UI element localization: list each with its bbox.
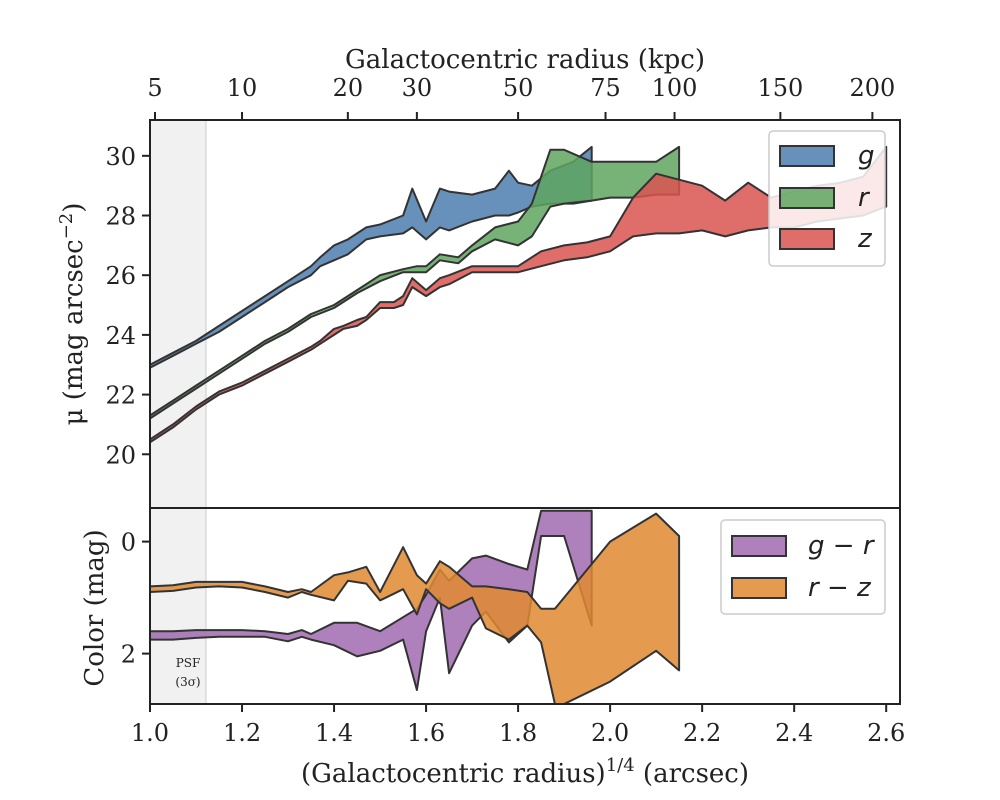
top-panel: 20 22 24 26 28 30 5 10 20 30 50 75 100 150 200 Galact…	[56, 45, 901, 509]
bottom-x-axis-label-main: (Galactocentric radius)	[301, 759, 606, 789]
series-band-g	[150, 145, 593, 369]
bottom-y-axis: 02	[121, 529, 150, 669]
y-tick-label: 24	[105, 322, 136, 350]
top-x-tick-label: 150	[757, 74, 803, 102]
top-y-axis-label: μ (mag arcsec−2)	[56, 203, 89, 426]
x-tick-label: 1.8	[499, 719, 537, 747]
bottom-x-axis-label-sup: 1/4	[606, 755, 635, 776]
legend-label-g: g	[858, 141, 875, 171]
x-tick-label: 2.2	[683, 719, 721, 747]
y-tick-label: 22	[105, 382, 136, 410]
bottom-x-axis: 1.0 1.2 1.4 1.6 1.8 2.0 2.2 2.4 2.6	[131, 704, 905, 747]
top-x-tick-label: 75	[590, 74, 621, 102]
legend-swatch-z	[779, 228, 835, 250]
series-band-z	[150, 145, 888, 444]
series-band-r	[150, 145, 681, 420]
psf-label-line1: PSF	[176, 656, 201, 670]
bottom-panel-frame	[149, 507, 901, 705]
top-x-axis: 5 10 20 30 50 75 100 150 200	[147, 74, 895, 120]
y-tick-label: 26	[105, 262, 136, 290]
legend-label-r-z: r − z	[808, 573, 872, 603]
x-tick-label: 1.4	[315, 719, 353, 747]
x-tick-label: 2.4	[775, 719, 813, 747]
top-legend: g r z	[768, 130, 886, 267]
bottom-panel: 02 1.0 1.2 1.4 1.6 1.8 2.0 2.2 2.4 2.6 PSF (3σ) …	[80, 507, 905, 789]
legend-label-z: z	[857, 224, 873, 254]
legend-swatch-r-z	[731, 577, 787, 599]
top-axis-label: Galactocentric radius (kpc)	[345, 45, 705, 75]
y-tick-label: 28	[105, 203, 136, 231]
legend-swatch-g-r	[731, 535, 787, 557]
top-y-axis-label-sup: −2	[56, 213, 77, 240]
psf-region-bottom	[150, 508, 206, 704]
top-x-tick-label: 30	[402, 74, 433, 102]
y-tick-label: 20	[105, 441, 136, 469]
top-x-tick-label: 100	[652, 74, 698, 102]
x-tick-label: 2.0	[591, 719, 629, 747]
legend-swatch-g	[779, 145, 835, 167]
top-x-tick-label: 5	[147, 74, 162, 102]
y-tick-label: 30	[105, 143, 136, 171]
x-tick-label: 1.2	[223, 719, 261, 747]
legend-label-r: r	[858, 183, 871, 213]
bottom-x-axis-label: (Galactocentric radius)1/4 (arcsec)	[301, 755, 749, 789]
top-series-group	[150, 145, 888, 444]
psf-region-top	[150, 120, 206, 508]
x-tick-label: 1.6	[407, 719, 445, 747]
top-y-axis: 20 22 24 26 28 30	[105, 143, 150, 469]
bottom-legend: g − r r − z	[720, 519, 886, 615]
bottom-x-axis-label-unit: (arcsec)	[635, 759, 749, 789]
series-band-rz	[150, 512, 681, 704]
psf-label-line2: (3σ)	[175, 675, 200, 689]
top-x-tick-label: 50	[503, 74, 534, 102]
bottom-y-axis-label: Color (mag)	[80, 529, 110, 686]
x-tick-label: 1.0	[131, 719, 169, 747]
y-tick-label: 2	[121, 641, 136, 669]
y-tick-label: 0	[121, 529, 136, 557]
bottom-series-group	[150, 509, 681, 704]
top-y-axis-label-main: μ (mag arcsec	[59, 239, 89, 425]
top-x-tick-label: 20	[333, 74, 364, 102]
top-y-axis-label-close: )	[59, 203, 89, 213]
top-x-tick-label: 10	[227, 74, 258, 102]
legend-swatch-r	[779, 187, 835, 209]
legend-label-g-r: g − r	[808, 531, 876, 561]
x-tick-label: 2.6	[867, 719, 905, 747]
top-x-tick-label: 200	[849, 74, 895, 102]
